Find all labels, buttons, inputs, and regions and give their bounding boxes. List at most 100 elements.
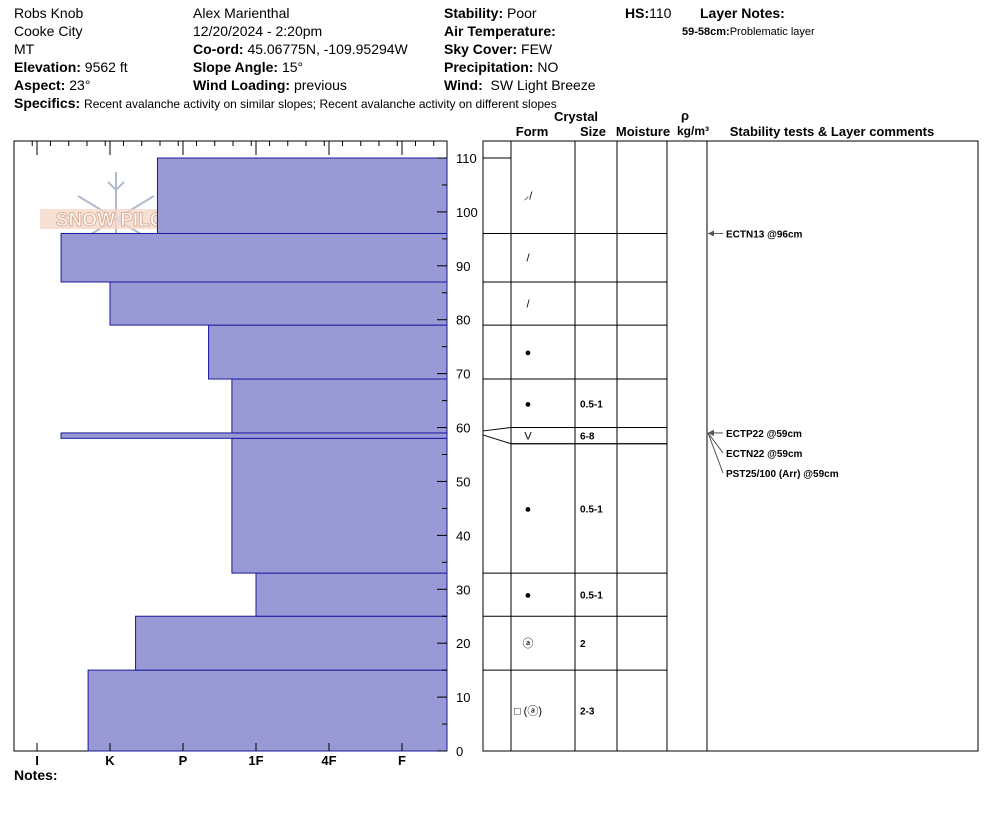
hardness-label: K — [105, 753, 115, 768]
hardness-bar — [60, 432, 448, 439]
crystal-form: ● — [525, 503, 532, 515]
wind-loading-value: previous — [293, 77, 347, 93]
elevation: Elevation: 9562 ft — [14, 58, 128, 76]
test-arrow — [707, 432, 724, 454]
precipitation: Precipitation: NO — [444, 58, 558, 76]
slope-label: Slope Angle: — [193, 59, 279, 75]
hardness-bar — [255, 572, 448, 617]
stability-test: PST25/100 (Arr) @59cm — [726, 469, 839, 480]
slope-value: 15° — [281, 59, 304, 75]
elevation-label: Elevation: — [14, 59, 81, 75]
test-arrow — [707, 432, 724, 474]
hardness-axis: I K P 1F 4F F — [13, 141, 435, 768]
crystal-size: 0.5-1 — [580, 399, 603, 410]
hardness-bar — [109, 281, 448, 326]
hardness-label: P — [179, 753, 188, 768]
depth-label: 60 — [456, 421, 470, 436]
wind-value: SW Light Breeze — [490, 77, 596, 93]
hs-label: HS: — [625, 5, 650, 21]
aspect-value: 23° — [69, 77, 91, 93]
coord-label: Co-ord: — [193, 41, 244, 57]
crystal-size: 2-3 — [580, 707, 595, 718]
hardness-bar — [231, 378, 448, 434]
crystal-header: Crystal — [554, 109, 598, 124]
hs-value: 110 — [649, 5, 672, 21]
sky-value: FEW — [521, 41, 553, 57]
arrow-head-icon — [708, 230, 714, 237]
snowpilot-logo: SNOW PILOT — [40, 172, 192, 266]
stability-test: ECTN22 @59cm — [726, 449, 803, 460]
hardness-bar — [135, 615, 448, 671]
layer-note-range: 59-58cm: — [682, 26, 730, 38]
stability-test: ECTN13 @96cm — [726, 229, 803, 240]
notes-label: Notes: — [14, 767, 58, 783]
precip-value: NO — [537, 59, 559, 75]
hardness-label: 4F — [321, 753, 336, 768]
depth-label: 20 — [456, 636, 470, 651]
depth-label: 100 — [456, 205, 478, 220]
sky-cover: Sky Cover: FEW — [444, 40, 552, 58]
stability: Stability: Poor — [444, 4, 537, 22]
hardness-bar — [60, 232, 448, 283]
logo-text: SNOW PILOT — [56, 210, 177, 231]
crystal-size: 0.5-1 — [580, 504, 603, 515]
crystal-form: ● — [525, 590, 532, 602]
stability-value: Poor — [507, 5, 537, 21]
connector-line — [482, 434, 667, 445]
connector-line — [482, 427, 667, 432]
hardness-bars — [60, 157, 448, 752]
layer-note-text: Problematic layer — [729, 26, 815, 38]
stability-label: Stability: — [444, 5, 504, 21]
crystal-form: / — [526, 299, 530, 311]
hardness-label: F — [398, 753, 406, 768]
location: Robs Knob — [14, 5, 84, 21]
wind-label: Wind: — [444, 77, 483, 93]
crystal-form: ⸝/ — [524, 191, 533, 203]
snow-height: HS:110 — [625, 4, 671, 22]
hardness-bar — [208, 324, 448, 380]
coordinates: Co-ord: 45.06775N, -109.95294W — [193, 40, 408, 58]
air-temperature: Air Temperature: — [444, 22, 556, 40]
crystal-size: 6-8 — [580, 432, 595, 443]
hardness-bar — [231, 437, 448, 574]
coord-value: 45.06775N, -109.95294W — [247, 41, 408, 57]
snow-profile-chart: SNOW PILOT I K P 1F 4F F 0 10 20 30 40 50 60 70 80 90 1… — [13, 108, 979, 768]
size-header: Size — [580, 124, 606, 139]
aspect-label: Aspect: — [14, 77, 66, 93]
density-unit: kg/m³ — [677, 124, 709, 138]
wind-loading-label: Wind Loading: — [193, 77, 291, 93]
hardness-label: I — [35, 753, 39, 768]
form-header: Form — [516, 124, 549, 139]
sky-label: Sky Cover: — [444, 41, 518, 57]
crystal-size: 2 — [580, 639, 586, 650]
specifics-label: Specifics: — [14, 95, 81, 111]
specifics-value: Recent avalanche activity on similar slo… — [84, 97, 557, 111]
moisture-header: Moisture — [616, 124, 670, 139]
wind: Wind: SW Light Breeze — [444, 76, 596, 94]
depth-label: 30 — [456, 582, 470, 597]
depth-label: 0 — [456, 744, 463, 759]
hardness-bar — [156, 157, 448, 234]
hardness-bar — [87, 669, 448, 752]
depth-label: 50 — [456, 474, 470, 489]
air-temp-label: Air Temperature: — [444, 23, 556, 39]
specifics: Specifics: Recent avalanche activity on … — [14, 94, 557, 113]
crystal-form: ⓐ — [523, 637, 534, 650]
datetime: 12/20/2024 - 2:20pm — [193, 23, 323, 39]
depth-label: 70 — [456, 367, 470, 382]
state: MT — [14, 41, 35, 57]
layer-table: □ (ⓐ) 2-3 ⓐ 2 ● 0.5-1 ● 0.5-1 V 6-8 ● 0.5-1 ● / / ⸝/ — [482, 157, 667, 718]
observer: Alex Marienthal — [193, 5, 290, 21]
crystal-form: □ (ⓐ) — [514, 705, 542, 718]
slope-angle: Slope Angle: 15° — [193, 58, 303, 76]
region: Cooke City — [14, 23, 83, 39]
crystal-form: / — [526, 253, 530, 265]
depth-label: 90 — [456, 259, 470, 274]
layer-table-columns — [510, 141, 708, 751]
wind-loading: Wind Loading: previous — [193, 76, 347, 94]
tests-header: Stability tests & Layer comments — [730, 124, 934, 139]
depth-label: 40 — [456, 528, 470, 543]
depth-label: 110 — [456, 151, 477, 166]
stability-tests: ECTN13 @96cm ECTP22 @59cm ECTN22 @59cm PST2… — [707, 229, 839, 480]
density-symbol: ρ — [681, 108, 689, 123]
